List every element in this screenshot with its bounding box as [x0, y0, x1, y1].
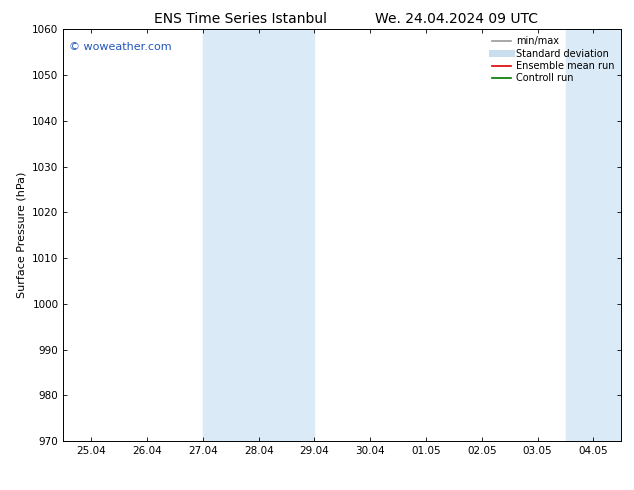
Legend: min/max, Standard deviation, Ensemble mean run, Controll run: min/max, Standard deviation, Ensemble me… — [489, 34, 616, 85]
Text: We. 24.04.2024 09 UTC: We. 24.04.2024 09 UTC — [375, 12, 538, 26]
Y-axis label: Surface Pressure (hPa): Surface Pressure (hPa) — [16, 172, 27, 298]
Bar — [566, 29, 634, 441]
Text: ENS Time Series Istanbul: ENS Time Series Istanbul — [155, 12, 327, 26]
Bar — [203, 29, 314, 441]
Text: © woweather.com: © woweather.com — [69, 42, 172, 52]
